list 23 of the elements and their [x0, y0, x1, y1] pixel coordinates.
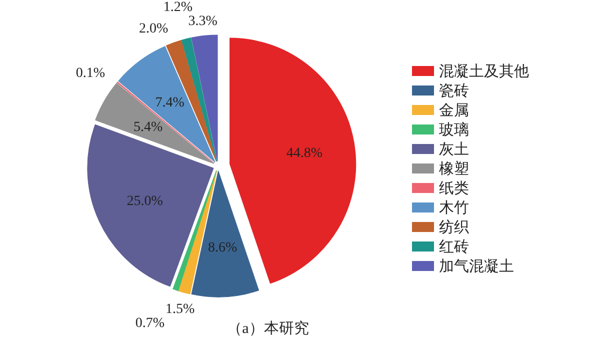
legend-label: 纸类: [439, 180, 469, 197]
legend-label: 红砖: [439, 238, 469, 256]
data-label: 25.0%: [126, 194, 164, 209]
data-label: 1.2%: [163, 0, 193, 15]
text: （a）本研究: [227, 320, 309, 337]
data-label: 7.4%: [155, 95, 185, 110]
legend-label: 加气混凝土: [439, 258, 514, 275]
legend-label: 混凝土及其他: [439, 63, 529, 80]
data-label: 0.1%: [76, 66, 106, 81]
legend-label: 橡塑: [439, 160, 469, 178]
legend-label: 玻璃: [439, 122, 469, 138]
legend-label: 金属: [439, 102, 469, 119]
data-label: 1.5%: [166, 302, 196, 318]
legend-label: 纺织: [439, 219, 469, 236]
data-label: 0.7%: [135, 316, 165, 332]
data-label: 44.8%: [286, 146, 323, 161]
data-label: 2.0%: [139, 22, 169, 37]
legend-label: 灰土: [439, 141, 469, 158]
legend-label: 木竹: [439, 200, 469, 216]
data-label: 3.3%: [188, 14, 218, 29]
data-label: 8.6%: [208, 240, 238, 256]
data-label: 5.4%: [134, 120, 164, 135]
legend-label: 瓷砖: [439, 82, 469, 100]
